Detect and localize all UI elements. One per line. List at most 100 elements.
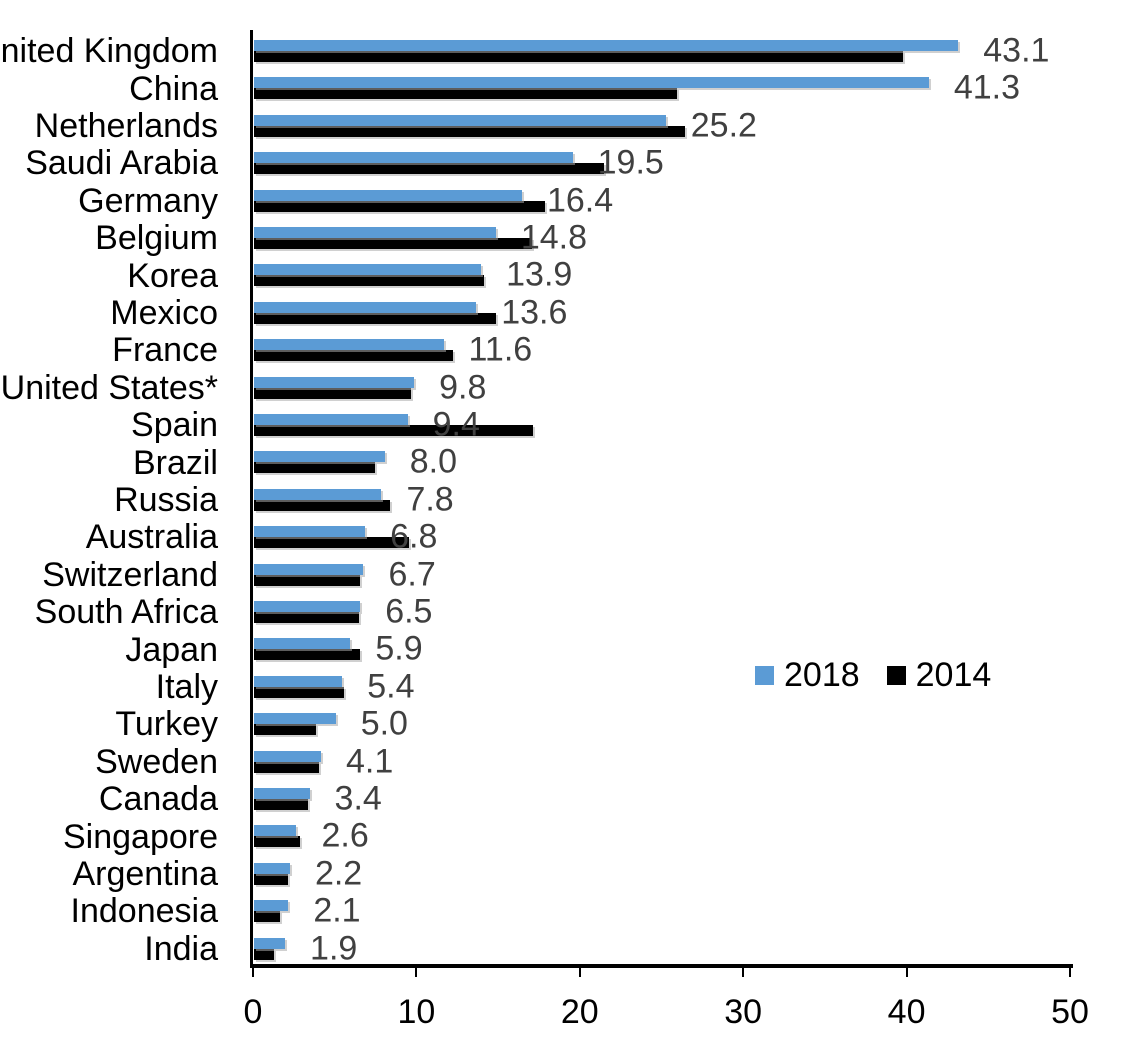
value-label-italy: 5.4 bbox=[367, 667, 415, 706]
bar-2018-south-africa bbox=[254, 601, 361, 612]
y-axis-line bbox=[250, 30, 253, 968]
bar-2014-netherlands bbox=[254, 125, 686, 137]
bar-2014-spain bbox=[254, 425, 534, 436]
value-label-brazil: 8.0 bbox=[409, 442, 457, 481]
bar-2018-argentina bbox=[254, 862, 290, 874]
legend-swatch-2014 bbox=[886, 665, 906, 685]
bar-2014-mexico bbox=[254, 312, 496, 324]
bar-2018-united-kingdom bbox=[254, 40, 959, 51]
x-tick-label-10: 10 bbox=[397, 993, 436, 1031]
legend-item-2014: 2014 bbox=[886, 656, 992, 694]
category-label-switzerland: Switzerland bbox=[42, 555, 218, 594]
bar-2018-spain bbox=[254, 414, 408, 425]
bar-2018-belgium bbox=[254, 227, 496, 238]
legend-label-2018: 2018 bbox=[784, 656, 860, 694]
value-label-spain: 9.4 bbox=[432, 405, 480, 444]
bar-2014-canada bbox=[254, 799, 308, 810]
category-label-italy: Italy bbox=[155, 668, 218, 706]
category-label-germany: Germany bbox=[78, 181, 218, 220]
category-label-sweden: Sweden bbox=[95, 742, 218, 781]
x-tick-10 bbox=[415, 968, 418, 977]
category-label-indonesia: Indonesia bbox=[70, 892, 218, 931]
x-tick-30 bbox=[742, 968, 745, 977]
bar-2014-brazil bbox=[254, 462, 375, 474]
bar-2014-france bbox=[254, 350, 454, 362]
bar-2018-germany bbox=[254, 189, 522, 201]
bar-2014-argentina bbox=[254, 873, 289, 885]
value-label-canada: 3.4 bbox=[334, 779, 382, 818]
bar-2018-australia bbox=[254, 526, 366, 538]
bar-2014-singapore bbox=[254, 836, 300, 848]
value-label-united-states: 9.8 bbox=[439, 368, 487, 407]
bar-2014-india bbox=[254, 948, 274, 960]
value-label-germany: 16.4 bbox=[546, 181, 614, 220]
legend-label-2014: 2014 bbox=[915, 656, 992, 694]
category-label-singapore: Singapore bbox=[62, 817, 218, 856]
bar-2018-russia bbox=[254, 488, 382, 500]
category-label-canada: Canada bbox=[98, 780, 218, 819]
bar-2018-singapore bbox=[254, 825, 297, 837]
bar-2014-australia bbox=[254, 537, 410, 549]
value-label-india: 1.9 bbox=[310, 929, 358, 968]
value-label-japan: 5.9 bbox=[375, 629, 423, 668]
category-label-mexico: Mexico bbox=[110, 294, 218, 332]
bar-2014-italy bbox=[254, 686, 344, 698]
bar-2018-brazil bbox=[254, 451, 385, 463]
x-tick-label-30: 30 bbox=[724, 993, 763, 1031]
bar-2014-united-kingdom bbox=[254, 51, 903, 62]
category-label-russia: Russia bbox=[114, 481, 218, 519]
x-tick-label-20: 20 bbox=[560, 993, 599, 1031]
bar-2018-turkey bbox=[254, 713, 336, 725]
value-label-australia: 6.8 bbox=[390, 517, 438, 556]
category-label-australia: Australia bbox=[85, 518, 218, 557]
bar-2018-netherlands bbox=[254, 114, 666, 126]
category-label-france: France bbox=[112, 331, 218, 370]
bar-2014-china bbox=[254, 88, 678, 100]
value-label-russia: 7.8 bbox=[406, 480, 454, 519]
category-label-india: India bbox=[144, 929, 218, 968]
bar-2014-korea bbox=[254, 275, 485, 287]
x-tick-label-50: 50 bbox=[1051, 993, 1089, 1031]
category-label-china: China bbox=[129, 69, 218, 108]
bar-2018-china bbox=[254, 77, 929, 89]
bar-2018-sweden bbox=[254, 750, 321, 762]
bar-2018-japan bbox=[254, 638, 351, 650]
bar-2014-turkey bbox=[254, 724, 317, 736]
x-tick-40 bbox=[905, 968, 908, 977]
value-label-korea: 13.9 bbox=[506, 255, 573, 294]
bar-2014-switzerland bbox=[254, 574, 361, 586]
bar-2014-japan bbox=[254, 649, 361, 661]
bar-2014-indonesia bbox=[254, 911, 281, 923]
bar-2018-indonesia bbox=[254, 900, 289, 912]
value-label-belgium: 14.8 bbox=[520, 218, 588, 257]
category-label-brazil: Brazil bbox=[132, 443, 218, 482]
value-label-sweden: 4.1 bbox=[345, 742, 394, 781]
legend: 2018 2014 bbox=[755, 655, 991, 695]
category-label-korea: Korea bbox=[127, 256, 218, 295]
bar-2018-india bbox=[254, 937, 286, 949]
value-label-south-africa: 6.5 bbox=[385, 592, 433, 631]
value-label-argentina: 2.2 bbox=[314, 854, 363, 893]
bar-2014-saudi-arabia bbox=[254, 163, 604, 175]
legend-item-2018: 2018 bbox=[755, 658, 860, 692]
category-label-south-africa: South Africa bbox=[34, 593, 218, 632]
bar-2018-saudi-arabia bbox=[254, 152, 573, 164]
value-label-united-kingdom: 43.1 bbox=[983, 31, 1050, 70]
value-label-netherlands: 25.2 bbox=[690, 106, 757, 145]
value-label-saudi-arabia: 19.5 bbox=[597, 143, 664, 182]
bar-2018-france bbox=[254, 339, 444, 351]
bar-2018-united-states bbox=[254, 376, 415, 388]
value-label-france: 11.6 bbox=[468, 330, 533, 369]
x-tick-50 bbox=[1069, 968, 1071, 977]
category-label-united-kingdom: United Kingdom bbox=[0, 32, 218, 71]
x-tick-label-40: 40 bbox=[887, 993, 926, 1031]
bar-2014-belgium bbox=[254, 238, 532, 249]
value-label-indonesia: 2.1 bbox=[313, 891, 361, 930]
bar-2014-russia bbox=[254, 499, 390, 511]
category-label-spain: Spain bbox=[131, 406, 218, 445]
bar-2014-united-states bbox=[254, 387, 411, 399]
category-label-netherlands: Netherlands bbox=[34, 107, 218, 145]
bar-2018-korea bbox=[254, 264, 482, 276]
bar-2014-germany bbox=[254, 200, 545, 212]
